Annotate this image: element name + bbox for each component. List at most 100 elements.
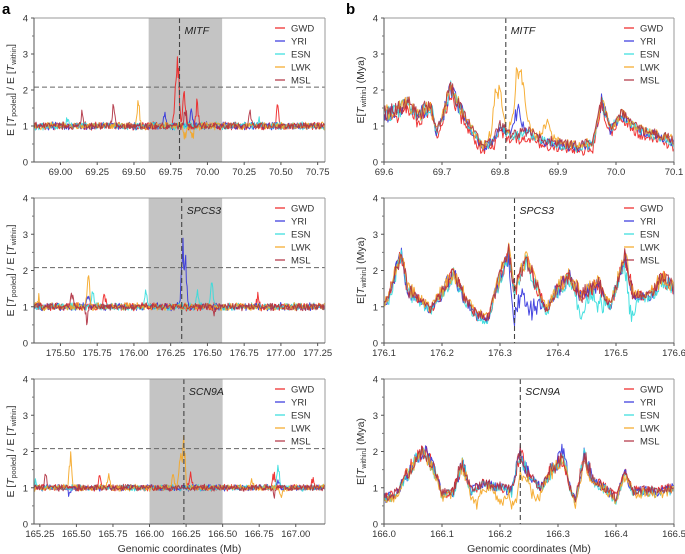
x-tick-label: 166.3 [546,529,570,540]
x-tick-label: 166.25 [172,529,201,540]
legend-label-esn: ESN [291,230,311,241]
legend-label-esn: ESN [291,411,311,422]
y-tick-label: 3 [373,411,378,422]
x-tick-label: 176.5 [604,348,628,359]
gene-label: SCN9A [189,386,224,398]
gene-label: MITF [511,25,536,37]
legend-label-lwk: LWK [640,243,661,254]
y-tick-label: 0 [373,339,378,350]
series-line-msl [383,444,675,502]
y-tick-label: 3 [23,411,28,422]
y-axis-label: E[Twithin] (Mya) [355,57,368,124]
gene-label: SPCS3 [520,205,555,217]
x-tick-label: 165.50 [62,529,91,540]
x-tick-label: 177.25 [303,348,332,359]
gene-label: MITF [185,25,210,37]
chart-a1: MITF 0 1 2 3 4 69.00 69.25 69.50 69.75 70.00 70.25 7… [5,14,330,179]
y-tick-label: 4 [23,375,28,386]
legend-label-esn: ESN [640,230,660,241]
y-tick-label: 4 [373,194,378,205]
legend-label-esn: ESN [640,411,660,422]
x-tick-label: 70.75 [306,167,330,178]
x-tick-label: 70.50 [269,167,293,178]
x-tick-label: 167.00 [281,529,310,540]
series-line-msl [383,243,675,322]
legend-label-lwk: LWK [291,243,312,254]
legend-label-msl: MSL [640,437,660,448]
y-tick-label: 1 [373,122,378,133]
y-tick-label: 2 [373,86,378,97]
x-tick-label: 166.5 [662,529,685,540]
legend-label-esn: ESN [640,50,660,61]
y-axis-label: E [Tpooled] / E [Twithin] [5,44,18,136]
y-tick-label: 3 [23,230,28,241]
shaded-region [149,379,223,524]
legend-label-gwd: GWD [291,204,314,215]
x-axis-label: Genomic coordinates (Mb) [118,543,242,554]
x-tick-label: 166.1 [430,529,454,540]
y-tick-label: 1 [373,302,378,313]
legend: GWD YRI ESN LWK MSL [275,385,314,448]
legend-label-yri: YRI [291,217,307,228]
panel-letter-a: a [2,1,11,18]
legend-label-yri: YRI [291,398,307,409]
x-tick-label: 69.7 [433,167,452,178]
legend-label-lwk: LWK [640,63,661,74]
y-tick-label: 1 [23,122,28,133]
x-tick-label: 176.1 [372,348,396,359]
x-tick-label: 176.25 [156,348,185,359]
x-tick-label: 176.50 [193,348,222,359]
series-line-msl [33,473,326,499]
x-tick-label: 176.6 [662,348,685,359]
legend-label-gwd: GWD [640,204,663,215]
legend-label-esn: ESN [291,50,311,61]
x-tick-label: 175.75 [83,348,112,359]
y-tick-label: 4 [23,194,28,205]
legend-label-lwk: LWK [640,424,661,435]
y-tick-label: 4 [373,14,378,25]
chart-a2: SPCS3 0 1 2 3 4 175.50 175.75 176.00 176.25 176.50… [5,194,332,360]
legend-label-msl: MSL [291,437,311,448]
y-tick-label: 2 [23,447,28,458]
x-tick-label: 70.1 [665,167,684,178]
legend-label-msl: MSL [640,256,660,267]
chart-a3: SCN9A 0 1 2 3 4 165.25 165.50 165.75 166.00 166.25… [5,375,326,554]
legend: GWD YRI ESN LWK MSL [624,204,663,267]
x-tick-label: 176.4 [546,348,570,359]
x-tick-label: 69.50 [122,167,146,178]
legend: GWD YRI ESN LWK MSL [624,24,663,87]
legend-label-gwd: GWD [640,385,663,396]
x-tick-label: 69.9 [549,167,568,178]
y-tick-label: 3 [23,50,28,61]
x-tick-label: 69.75 [159,167,183,178]
legend-label-gwd: GWD [640,24,663,35]
legend-label-gwd: GWD [291,385,314,396]
legend-label-msl: MSL [640,76,660,87]
legend-label-yri: YRI [640,217,656,228]
y-tick-label: 0 [373,158,378,169]
y-tick-label: 0 [23,158,28,169]
x-tick-label: 69.8 [491,167,510,178]
x-tick-label: 70.25 [232,167,256,178]
x-tick-label: 176.2 [430,348,454,359]
chart-b2: SPCS3 0 1 2 3 4 176.1 176.2 176.3 176.4 176.5 176.6… [355,194,685,360]
legend-label-yri: YRI [640,398,656,409]
series-line-lwk [383,67,675,150]
legend-label-lwk: LWK [291,424,312,435]
legend-label-lwk: LWK [291,63,312,74]
panel-letter-b: b [346,1,355,18]
x-tick-label: 166.4 [604,529,628,540]
chart-b3: SCN9A 0 1 2 3 4 166.0 166.1 166.2 166.3 166.4 166.5… [355,375,685,554]
x-tick-label: 69.6 [375,167,394,178]
x-tick-label: 176.75 [230,348,259,359]
x-tick-label: 165.75 [98,529,127,540]
legend-label-msl: MSL [291,76,311,87]
y-tick-label: 0 [23,339,28,350]
x-tick-label: 166.0 [372,529,396,540]
x-tick-label: 69.25 [85,167,109,178]
x-tick-label: 69.00 [49,167,73,178]
x-tick-label: 166.50 [208,529,237,540]
legend-label-yri: YRI [640,37,656,48]
y-tick-label: 1 [23,302,28,313]
